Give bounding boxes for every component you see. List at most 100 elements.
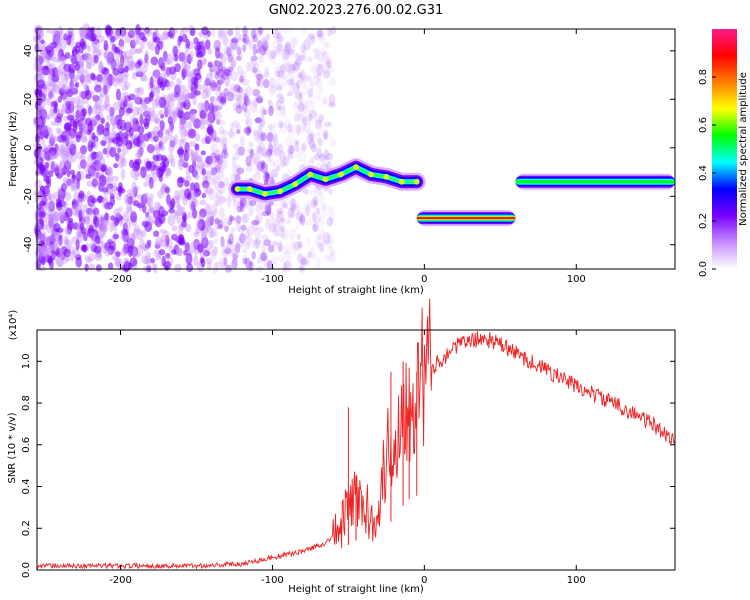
- noise-speckle: [93, 216, 100, 228]
- noise-speckle: [128, 60, 137, 71]
- noise-speckle: [103, 70, 111, 83]
- noise-speckle: [253, 130, 260, 142]
- noise-speckle: [86, 180, 93, 188]
- noise-speckle: [77, 163, 83, 170]
- noise-speckle: [135, 63, 142, 75]
- noise-speckle: [127, 232, 136, 243]
- noise-speckle: [314, 131, 321, 142]
- noise-speckle: [259, 226, 265, 233]
- noise-speckle: [144, 105, 150, 117]
- noise-speckle: [209, 64, 217, 73]
- noise-speckle: [255, 213, 263, 224]
- noise-speckle: [296, 124, 301, 136]
- noise-speckle: [95, 104, 102, 116]
- noise-speckle: [189, 27, 196, 37]
- noise-speckle: [316, 85, 324, 96]
- noise-speckle: [168, 80, 175, 88]
- noise-speckle: [41, 49, 48, 59]
- noise-speckle: [220, 148, 228, 160]
- noise-speckle: [282, 250, 291, 259]
- noise-speckle: [93, 173, 99, 180]
- noise-speckle: [288, 80, 294, 92]
- noise-speckle: [60, 89, 68, 101]
- noise-speckle: [57, 129, 63, 136]
- noise-speckle: [71, 203, 79, 216]
- noise-speckle: [80, 29, 86, 40]
- noise-speckle: [50, 41, 58, 49]
- noise-speckle: [155, 236, 164, 247]
- noise-speckle: [226, 46, 232, 57]
- noise-speckle: [213, 218, 221, 231]
- noise-speckle: [313, 48, 319, 59]
- noise-speckle: [263, 78, 270, 89]
- noise-speckle: [249, 260, 254, 272]
- noise-speckle: [40, 39, 45, 45]
- noise-speckle: [257, 257, 263, 264]
- noise-speckle: [103, 39, 109, 51]
- noise-speckle: [269, 211, 275, 220]
- noise-speckle: [241, 214, 248, 224]
- noise-speckle: [41, 148, 46, 159]
- noise-speckle: [133, 224, 140, 234]
- noise-speckle: [78, 90, 85, 99]
- noise-speckle: [295, 53, 300, 61]
- noise-speckle: [260, 37, 268, 45]
- noise-speckle: [324, 157, 333, 170]
- noise-speckle: [269, 261, 277, 269]
- noise-speckle: [308, 33, 316, 45]
- noise-speckle: [272, 151, 280, 158]
- noise-speckle: [175, 248, 183, 257]
- noise-speckle: [215, 66, 220, 76]
- noise-speckle: [66, 114, 75, 121]
- noise-speckle: [53, 239, 60, 249]
- noise-speckle: [232, 244, 237, 252]
- noise-speckle: [298, 262, 304, 273]
- noise-speckle: [254, 117, 263, 124]
- noise-speckle: [293, 114, 301, 122]
- noise-speckle: [231, 57, 236, 67]
- noise-speckle: [287, 207, 295, 219]
- noise-speckle: [163, 230, 170, 239]
- noise-speckle: [296, 102, 305, 112]
- noise-speckle: [255, 117, 262, 123]
- noise-speckle: [219, 58, 226, 67]
- noise-speckle: [146, 258, 152, 266]
- noise-speckle: [309, 131, 315, 141]
- noise-speckle: [261, 43, 269, 56]
- noise-speckle: [206, 211, 215, 223]
- noise-speckle: [119, 54, 125, 67]
- noise-speckle: [120, 168, 126, 181]
- noise-speckle: [60, 150, 69, 160]
- noise-speckle: [267, 132, 276, 144]
- noise-speckle: [328, 77, 337, 87]
- noise-speckle: [201, 192, 207, 199]
- noise-speckle: [318, 153, 327, 163]
- noise-speckle: [98, 61, 104, 74]
- noise-speckle: [320, 48, 327, 57]
- noise-speckle: [277, 43, 283, 52]
- noise-speckle: [308, 117, 314, 126]
- noise-speckle: [305, 55, 313, 62]
- noise-speckle: [143, 60, 150, 68]
- noise-speckle: [219, 207, 225, 220]
- noise-speckle: [78, 58, 85, 69]
- noise-speckle: [260, 251, 267, 262]
- noise-speckle: [275, 84, 283, 91]
- noise-speckle: [215, 118, 221, 126]
- noise-speckle: [134, 48, 142, 54]
- noise-speckle: [275, 99, 282, 111]
- noise-speckle: [226, 196, 232, 209]
- noise-speckle: [198, 41, 204, 47]
- noise-speckle: [115, 251, 121, 257]
- noise-speckle: [236, 167, 245, 175]
- noise-speckle: [219, 137, 228, 149]
- noise-speckle: [200, 150, 206, 156]
- noise-speckle: [321, 51, 329, 60]
- noise-speckle: [49, 151, 56, 160]
- noise-speckle: [150, 166, 156, 176]
- noise-speckle: [111, 76, 116, 83]
- noise-speckle: [106, 51, 115, 64]
- noise-speckle: [301, 142, 307, 152]
- noise-speckle: [186, 55, 193, 63]
- noise-speckle: [49, 134, 57, 142]
